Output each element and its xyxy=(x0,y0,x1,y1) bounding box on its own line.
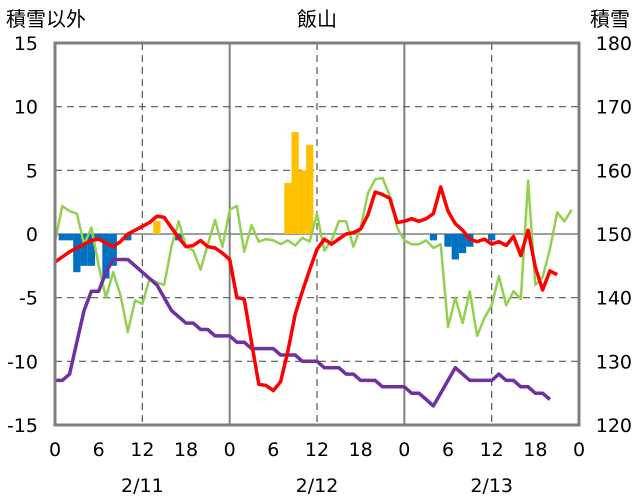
x-tick-label: 0 xyxy=(49,439,61,461)
sunshine-bar xyxy=(306,144,314,234)
x-tick-label: 0 xyxy=(573,439,585,461)
right-tick-label: 130 xyxy=(596,351,632,373)
sunshine-bar xyxy=(291,132,299,234)
precip-bar xyxy=(451,234,459,260)
date-label: 2/13 xyxy=(470,475,513,497)
plot-frame xyxy=(53,41,581,427)
right-axis-label: 積雪 xyxy=(590,7,630,31)
left-tick-label: 15 xyxy=(14,33,38,55)
date-label: 2/12 xyxy=(296,475,339,497)
right-tick-label: 170 xyxy=(596,97,632,119)
precip-bar xyxy=(87,234,96,266)
left-tick-label: -15 xyxy=(7,415,38,437)
temperature-line xyxy=(53,185,559,393)
right-tick-label: 180 xyxy=(596,33,632,55)
wind-line xyxy=(53,176,573,338)
precip-bar xyxy=(58,234,66,241)
x-tick-label: 6 xyxy=(442,439,454,461)
x-tick-label: 6 xyxy=(93,439,105,461)
precip-bar xyxy=(488,234,496,241)
right-tick-label: 150 xyxy=(596,224,632,246)
precip-bar xyxy=(429,234,438,241)
x-tick-label: 18 xyxy=(523,439,547,461)
precip-bar xyxy=(73,234,81,273)
sunshine-bar xyxy=(284,183,292,234)
left-tick-label: 5 xyxy=(26,160,38,182)
sunshine-bar xyxy=(298,170,307,234)
left-tick-label: -10 xyxy=(7,351,38,373)
right-tick-label: 120 xyxy=(596,415,632,437)
precip-bar xyxy=(458,234,467,254)
date-labels: 2/11 2/12 2/13 xyxy=(121,475,513,497)
x-tick-label: 6 xyxy=(267,439,279,461)
grid xyxy=(55,43,579,425)
precip-bar xyxy=(444,234,452,247)
left-tick-label: 0 xyxy=(26,224,38,246)
left-tick-label: -5 xyxy=(19,288,38,310)
chart-title: 飯山 xyxy=(297,7,337,31)
x-tick-label: 18 xyxy=(174,439,198,461)
precip-bar xyxy=(80,234,88,266)
date-label: 2/11 xyxy=(121,475,164,497)
left-tick-label: 10 xyxy=(14,97,38,119)
right-axis-ticks: 180 170 160 150 140 130 120 xyxy=(596,33,632,437)
lines xyxy=(53,176,573,408)
precip-bar xyxy=(124,234,132,241)
sunshine-bar xyxy=(153,221,161,234)
precip-bar xyxy=(95,234,103,241)
snow_depth-line xyxy=(55,257,552,408)
left-axis-label: 積雪以外 xyxy=(6,7,86,31)
precip-bar xyxy=(109,234,117,266)
precip-bar xyxy=(65,234,74,241)
x-tick-label: 18 xyxy=(349,439,373,461)
right-tick-label: 160 xyxy=(596,160,632,182)
precip-bar xyxy=(102,234,110,279)
left-axis-ticks: 15 10 5 0 -5 -10 -15 xyxy=(7,33,38,437)
right-tick-label: 140 xyxy=(596,288,632,310)
x-tick-label: 12 xyxy=(480,439,504,461)
x-axis-ticks: 0 6 12 18 0 6 12 18 0 6 12 18 0 xyxy=(49,439,585,461)
x-tick-label: 0 xyxy=(224,439,236,461)
bars xyxy=(58,132,496,279)
x-tick-label: 12 xyxy=(305,439,329,461)
x-tick-label: 12 xyxy=(130,439,154,461)
x-tick-label: 0 xyxy=(398,439,410,461)
